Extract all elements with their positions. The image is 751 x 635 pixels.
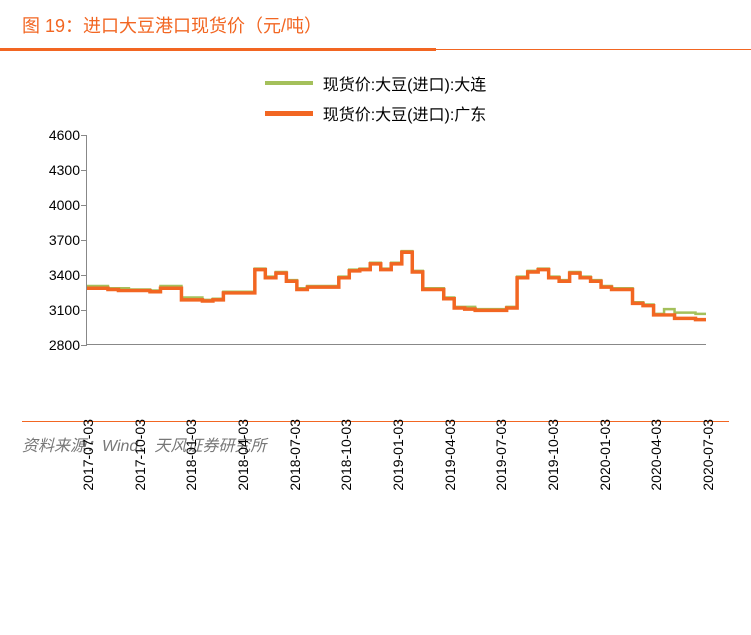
- y-tick-label: 4000: [49, 197, 80, 213]
- plot: 2800310034003700400043004600 2017-07-032…: [22, 135, 712, 395]
- figure-title: 图 19：进口大豆港口现货价（元/吨）: [22, 12, 729, 38]
- y-tick: [81, 240, 87, 241]
- legend-label-1: 现货价:大豆(进口):大连: [323, 71, 487, 95]
- series-line: [87, 251, 706, 314]
- y-tick-label: 3400: [49, 267, 80, 283]
- title-block: 图 19：进口大豆港口现货价（元/吨）: [0, 0, 751, 48]
- y-tick-label: 3100: [49, 302, 80, 318]
- y-tick: [81, 135, 87, 136]
- y-tick-label: 3700: [49, 232, 80, 248]
- line-svg: [87, 135, 706, 344]
- legend: 现货价:大豆(进口):大连 现货价:大豆(进口):广东: [22, 71, 729, 125]
- x-tick-label: 2017-07-03: [80, 419, 96, 491]
- x-tick-label: 2018-04-03: [235, 419, 251, 491]
- x-tick-label: 2019-10-03: [545, 419, 561, 491]
- top-rule-thin: [436, 48, 751, 51]
- x-tick-label: 2018-01-03: [183, 419, 199, 491]
- legend-swatch-2: [265, 111, 313, 116]
- x-tick-label: 2020-01-03: [597, 419, 613, 491]
- figure-container: 图 19：进口大豆港口现货价（元/吨） 现货价:大豆(进口):大连 现货价:大豆…: [0, 0, 751, 474]
- x-tick-label: 2018-07-03: [287, 419, 303, 491]
- x-tick-label: 2019-01-03: [390, 419, 406, 491]
- x-tick-label: 2020-04-03: [648, 419, 664, 491]
- legend-swatch-1: [265, 81, 313, 85]
- y-tick: [81, 205, 87, 206]
- y-tick: [81, 170, 87, 171]
- top-rule: [0, 48, 751, 51]
- y-tick: [81, 275, 87, 276]
- legend-label-2: 现货价:大豆(进口):广东: [323, 101, 487, 125]
- x-tick-label: 2020-07-03: [700, 419, 716, 491]
- x-tick-label: 2017-10-03: [132, 419, 148, 491]
- y-tick-label: 2800: [49, 337, 80, 353]
- x-tick-label: 2018-10-03: [338, 419, 354, 491]
- x-tick-label: 2019-07-03: [493, 419, 509, 491]
- y-tick-label: 4600: [49, 127, 80, 143]
- x-axis-labels: 2017-07-032017-10-032018-01-032018-04-03…: [86, 345, 706, 435]
- plot-area: [86, 135, 706, 345]
- legend-row-2: 现货价:大豆(进口):广东: [265, 101, 487, 125]
- top-rule-thick: [0, 48, 436, 51]
- y-tick-label: 4300: [49, 162, 80, 178]
- y-tick: [81, 310, 87, 311]
- y-axis-labels: 2800310034003700400043004600: [22, 135, 86, 345]
- chart-wrap: 现货价:大豆(进口):大连 现货价:大豆(进口):广东 2800 3100 3400…: [0, 51, 751, 403]
- x-tick-label: 2019-04-03: [442, 419, 458, 491]
- legend-row-1: 现货价:大豆(进口):大连: [265, 71, 487, 95]
